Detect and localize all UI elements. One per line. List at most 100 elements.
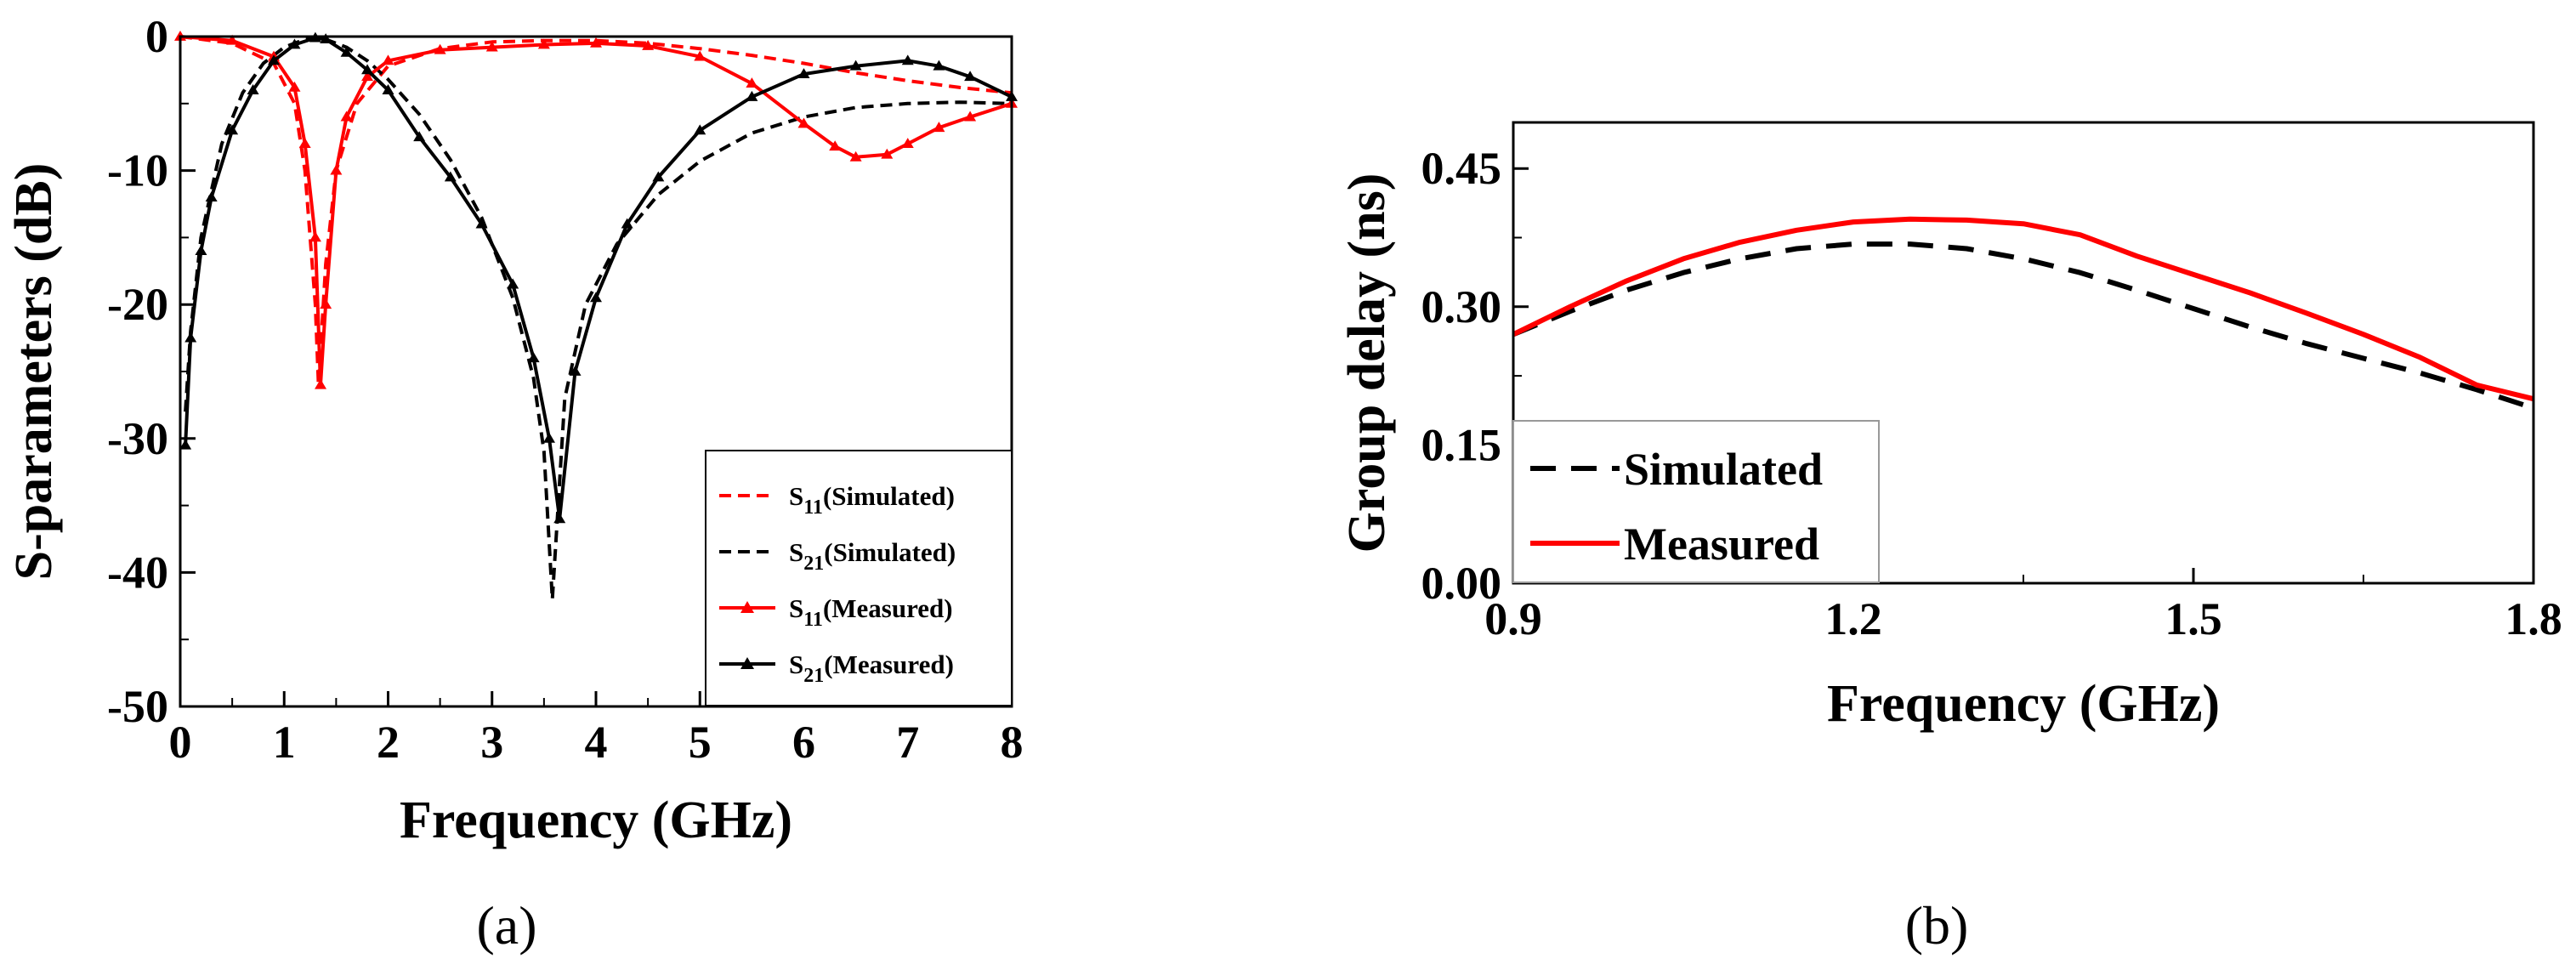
legend-text: (Measured) xyxy=(823,593,953,623)
panel-a-x-tick-label: 2 xyxy=(377,717,400,768)
panel-a-ticks: 0 1 2 3 4 5 6 7 8 0 -10 -20 -30 -40 -50 xyxy=(107,11,1023,768)
panel-a-x-tick-label: 0 xyxy=(169,717,192,768)
legend-text: (Simulated) xyxy=(823,481,955,511)
panel-b-y-axis-label: Group delay (ns) xyxy=(1338,173,1396,553)
panel-a-x-tick-label: 8 xyxy=(1001,717,1024,768)
panel-a-series-marker-3 xyxy=(179,439,192,450)
panel-b-series-line-1 xyxy=(1512,216,2534,402)
legend-subscript: 11 xyxy=(803,496,823,519)
panel-a-series-marker-3 xyxy=(340,46,353,57)
panel-a-series-marker-2 xyxy=(797,117,810,128)
panel-a-series-marker-3 xyxy=(226,124,239,135)
panel-a-plot-frame xyxy=(179,35,1013,708)
panel-a-series-marker-3 xyxy=(569,366,582,376)
legend-symbol: S xyxy=(789,481,803,511)
panel-a-series-marker-3 xyxy=(849,60,862,71)
panel-a-series-marker-2 xyxy=(361,71,374,82)
panel-a-series-marker-3 xyxy=(694,124,706,135)
panel-a-chart: 0 1 2 3 4 5 6 7 80-10-20-30-40-50 S11(Simulated)… xyxy=(5,11,1024,956)
panel-b-caption: (b) xyxy=(1905,895,1969,956)
panel-a-series-marker-3 xyxy=(475,218,488,229)
panel-a-series-marker-3 xyxy=(933,60,945,71)
panel-b-y-tick-label: 0.30 xyxy=(1421,281,1502,332)
panel-a-series-line-3 xyxy=(184,36,1013,521)
panel-a-series-marker-3 xyxy=(382,84,394,94)
panel-a-x-axis-label: Frequency (GHz) xyxy=(400,791,792,849)
panel-a-series-marker-3 xyxy=(361,64,374,75)
panel-a-y-tick-label: -40 xyxy=(107,547,168,598)
panel-a-series-marker-3 xyxy=(797,68,810,79)
panel-a-x-tick-label: 6 xyxy=(792,717,815,768)
panel-a-series-marker-2 xyxy=(309,231,321,242)
panel-a-series-marker-2 xyxy=(849,150,862,162)
panel-a-series-marker-3 xyxy=(195,245,207,256)
panel-b-legend-box xyxy=(1512,420,1880,583)
panel-b-y-tick-label: 0.15 xyxy=(1421,419,1502,470)
panel-b-series-line-0 xyxy=(1512,241,2534,411)
panel-a-x-tick-label: 5 xyxy=(689,717,712,768)
panel-a-series-marker-3 xyxy=(527,352,540,363)
panel-b-series xyxy=(1512,216,2534,411)
panel-b-y-tick-label: 0.45 xyxy=(1421,143,1502,194)
panel-a-series-marker-2 xyxy=(694,50,706,61)
panel-a-x-tick-label: 3 xyxy=(480,717,503,768)
panel-a-series-marker-3 xyxy=(621,218,633,229)
panel-b-x-tick-label: 0.9 xyxy=(1484,593,1542,644)
legend-symbol: S xyxy=(789,593,803,623)
panel-b-plot-frame xyxy=(1512,121,2535,585)
panel-a-y-tick-label: 0 xyxy=(145,11,168,62)
panel-a-series-marker-2 xyxy=(590,37,602,48)
panel-a-y-tick-label: -10 xyxy=(107,145,168,196)
panel-a-series-marker-2 xyxy=(226,34,239,45)
panel-a-series-marker-3 xyxy=(268,54,281,65)
panel-a-series-marker-3 xyxy=(184,332,197,343)
panel-a-series-marker-2 xyxy=(382,54,394,65)
panel-a-series-marker-3 xyxy=(288,38,301,49)
panel-a-series-marker-2 xyxy=(537,38,550,49)
panel-a-series-marker-2 xyxy=(288,81,301,92)
panel-a-series-marker-2 xyxy=(298,138,311,148)
panel-a-x-tick-label: 1 xyxy=(273,717,296,768)
legend-subscript: 21 xyxy=(803,665,824,687)
panel-a-series-marker-3 xyxy=(590,292,602,303)
panel-a-series-marker-3 xyxy=(320,33,332,44)
panel-a-series-marker-3 xyxy=(247,84,259,94)
panel-b-x-tick-label: 1.5 xyxy=(2165,593,2222,644)
panel-b-y-tick-label: 0.00 xyxy=(1421,558,1502,609)
panel-a-y-tick-label: -50 xyxy=(107,681,168,732)
panel-a-series-marker-2 xyxy=(881,148,894,159)
panel-a-x-tick-label: 4 xyxy=(585,717,608,768)
panel-a-series-marker-2 xyxy=(642,40,655,50)
panel-b-legend-label-0: Simulated xyxy=(1624,444,1823,495)
legend-subscript: 11 xyxy=(803,609,823,631)
panel-b-x-tick-label: 1.2 xyxy=(1824,593,1882,644)
panel-a-series-marker-2 xyxy=(340,111,353,122)
legend-symbol: S xyxy=(789,650,803,679)
panel-a-series-line-0 xyxy=(179,35,1013,387)
panel-a-series-line-2 xyxy=(179,35,1013,387)
panel-b-x-axis-label: Frequency (GHz) xyxy=(1827,675,2220,733)
panel-a-series-marker-2 xyxy=(829,140,842,151)
panel-a-y-tick-label: -20 xyxy=(107,279,168,330)
panel-a-legend-label-0: S11(Simulated) xyxy=(789,481,955,519)
panel-b-chart: 0.9 1.2 1.5 1.8 0.00 0.15 0.30 0.45 Simulated Me… xyxy=(1338,121,2562,956)
panel-a-series-marker-2 xyxy=(330,164,343,175)
panel-a-series-marker-3 xyxy=(205,191,218,202)
panel-a-legend-marker-3 xyxy=(740,657,754,669)
legend-subscript: 21 xyxy=(803,553,824,575)
panel-a-y-tick-label: -30 xyxy=(107,413,168,464)
panel-a-series-marker-2 xyxy=(320,298,332,309)
panel-a-series-marker-3 xyxy=(964,71,977,82)
panel-a-legend: S11(Simulated)S21(Simulated)S11(Measured… xyxy=(705,450,1013,706)
panel-a-series-marker-3 xyxy=(652,171,665,182)
panel-a-series-marker-2 xyxy=(746,77,758,88)
panel-a-series-marker-3 xyxy=(413,131,426,142)
panel-a-legend-label-2: S11(Measured) xyxy=(789,593,953,631)
panel-a-series-marker-2 xyxy=(901,138,914,148)
legend-symbol: S xyxy=(789,537,803,567)
panel-a-legend-marker-2 xyxy=(740,601,754,613)
panel-b-ticks: 0.9 1.2 1.5 1.8 0.00 0.15 0.30 0.45 xyxy=(1421,143,2562,644)
legend-text: (Measured) xyxy=(824,650,954,679)
panel-a-y-axis-label: S-parameters (dB) xyxy=(5,163,63,581)
panel-a-series-marker-3 xyxy=(444,171,457,182)
